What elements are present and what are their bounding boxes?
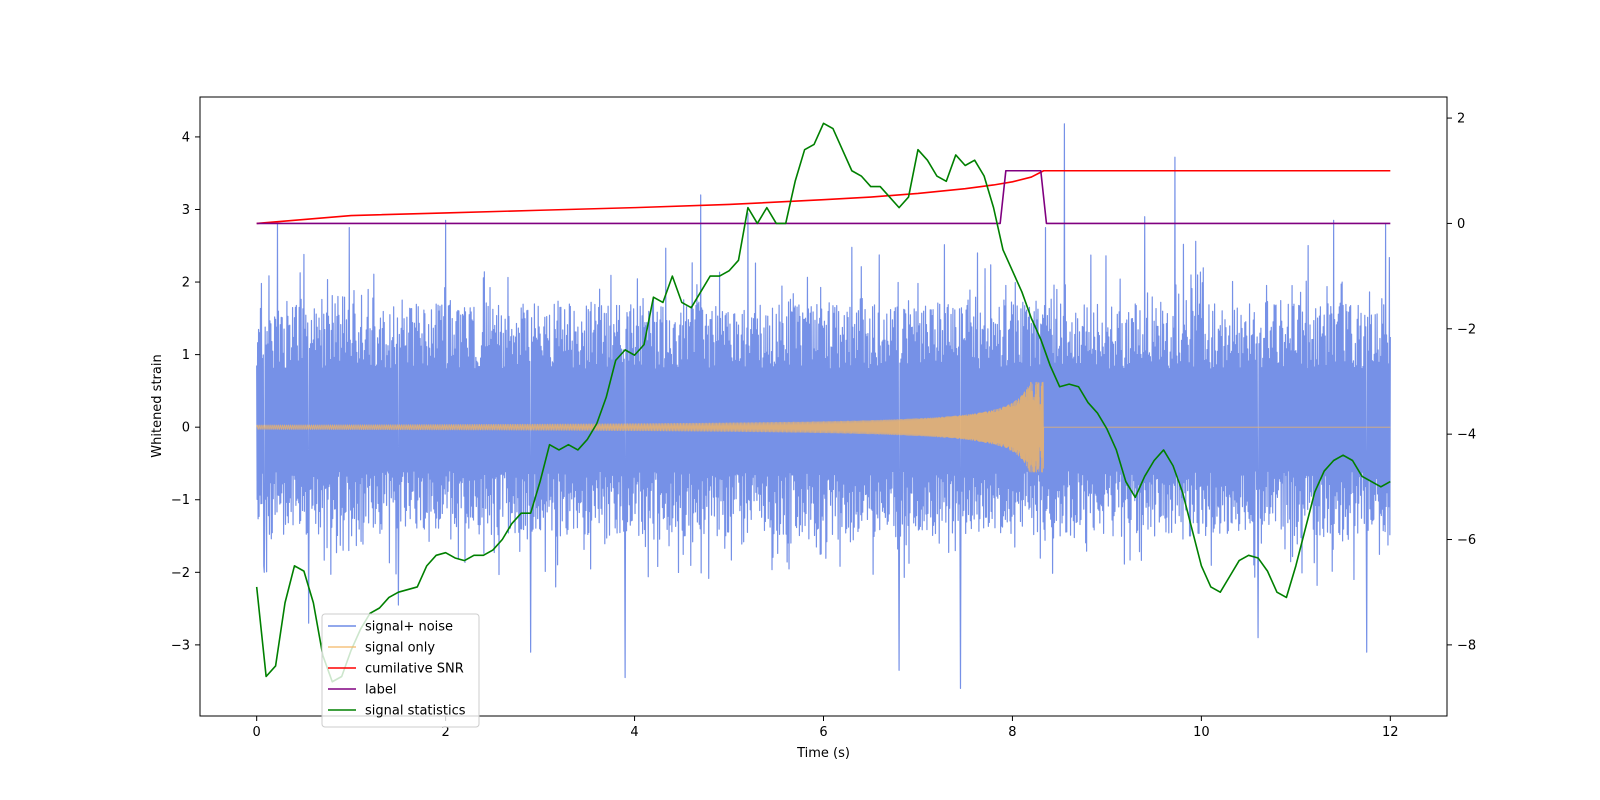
y-left-tick-label: −1	[171, 493, 190, 508]
x-tick-label: 0	[253, 725, 261, 740]
series-line-signal-only	[256, 381, 1391, 473]
series-layer	[255, 122, 1391, 690]
y-axis-left: −3 −2 −1 0 1 2 3 4	[171, 130, 200, 653]
y-left-tick-label: −3	[171, 638, 190, 653]
x-tick-label: 8	[1008, 725, 1016, 740]
x-tick-label: 6	[819, 725, 827, 740]
legend-label-signal-only: signal only	[365, 641, 435, 656]
series-line-cumilative-snr	[256, 169, 1391, 225]
x-tick-label: 4	[630, 725, 638, 740]
legend-label-label: label	[365, 683, 396, 698]
y-left-tick-label: −2	[171, 566, 190, 581]
x-tick-label: 10	[1193, 725, 1210, 740]
series-line-label	[256, 169, 1391, 225]
legend-label-signal-noise: signal+ noise	[365, 620, 453, 635]
y-right-tick-label: −2	[1457, 322, 1476, 337]
x-axis-label: Time (s)	[796, 746, 850, 761]
x-tick-label: 2	[441, 725, 449, 740]
y-left-tick-label: 1	[182, 348, 190, 363]
y-right-tick-label: −4	[1457, 428, 1476, 443]
y-right-tick-label: 2	[1457, 112, 1465, 127]
legend: signal+ noise signal only cumilative SNR la…	[321, 613, 480, 728]
series-line-signal-statistics	[255, 122, 1391, 683]
y-right-tick-label: −8	[1457, 638, 1476, 653]
y-axis-left-label: Whitened strain	[150, 354, 165, 457]
y-left-tick-label: 2	[182, 276, 190, 291]
y-left-tick-label: 3	[182, 203, 190, 218]
series-line-signal-noise	[256, 123, 1391, 690]
y-left-tick-label: 4	[182, 130, 190, 145]
y-right-tick-label: 0	[1457, 217, 1465, 232]
legend-label-signal-statistics: signal statistics	[365, 704, 466, 719]
x-tick-label: 12	[1382, 725, 1399, 740]
y-axis-right: −8 −6 −4 −2 0 2	[1447, 112, 1476, 653]
y-right-tick-label: −6	[1457, 533, 1476, 548]
legend-box	[321, 613, 480, 728]
legend-label-cumilative-snr: cumilative SNR	[365, 662, 464, 677]
y-left-tick-label: 0	[182, 421, 190, 436]
